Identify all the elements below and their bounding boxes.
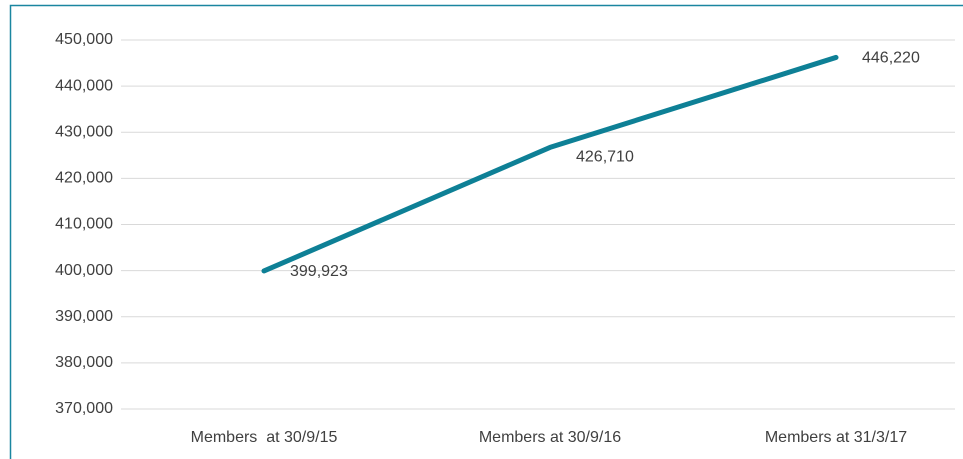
y-tick-label: 410,000	[55, 216, 113, 233]
y-tick-label: 450,000	[55, 31, 113, 48]
x-tick-label: Members at 30/9/16	[479, 429, 621, 446]
data-label: 426,710	[576, 149, 634, 166]
data-label: 446,220	[862, 50, 920, 67]
y-tick-label: 400,000	[55, 262, 113, 279]
y-tick-label: 420,000	[55, 170, 113, 187]
series-line	[261, 54, 839, 274]
x-tick-label: Members at 31/3/17	[765, 429, 907, 446]
x-tick-label: Members at 30/9/15	[191, 429, 338, 446]
data-label: 399,923	[290, 263, 348, 280]
y-tick-label: 380,000	[55, 354, 113, 371]
chart-border	[9, 4, 963, 459]
y-tick-label: 440,000	[55, 77, 113, 94]
y-tick-label: 370,000	[55, 400, 113, 417]
y-tick-label: 430,000	[55, 123, 113, 140]
y-tick-label: 390,000	[55, 308, 113, 325]
